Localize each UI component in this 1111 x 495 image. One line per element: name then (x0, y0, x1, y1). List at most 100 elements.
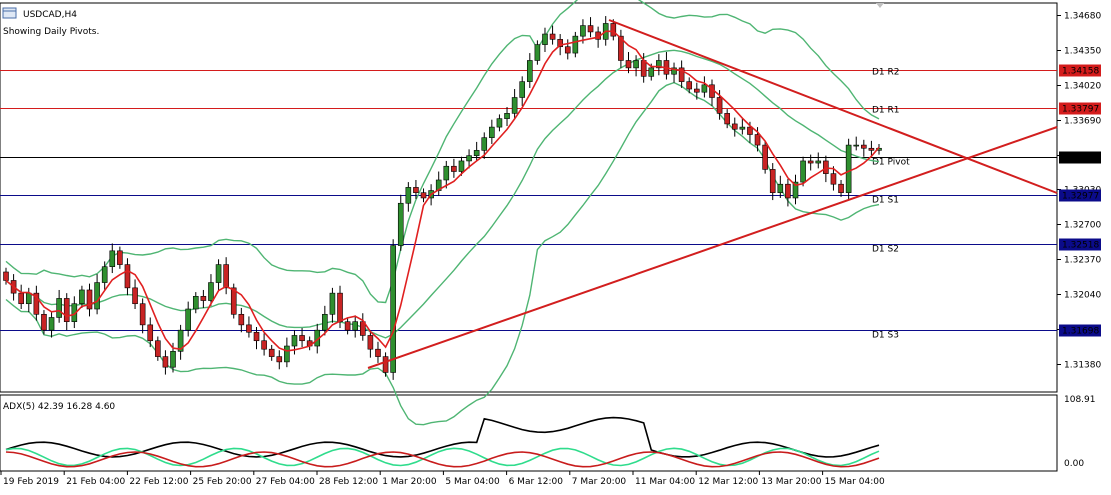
candle-body (580, 25, 586, 37)
price-tags-layer: 1.34158 1.33797 1.33338 1.32977 1.32518 1.316… (1059, 64, 1101, 337)
candle-body (739, 126, 746, 130)
candle-body (557, 39, 563, 48)
time-tick-label: 25 Feb 20:00 (193, 477, 252, 487)
candle-body (117, 250, 123, 265)
candle-body (496, 118, 503, 128)
candle-body (610, 23, 617, 37)
time-tick-label: 5 Mar 04:00 (445, 477, 500, 487)
candle-body (162, 356, 169, 368)
price-tag-text: 1.34158 (1062, 67, 1099, 77)
candle-body (807, 160, 814, 164)
candle-body (823, 160, 829, 174)
candle-body (139, 303, 146, 326)
candle-body (18, 292, 24, 305)
candle-body (124, 264, 131, 289)
candle-body (291, 335, 298, 347)
candle-body (177, 329, 184, 352)
candle-body (716, 97, 723, 114)
price-tag-text: 1.31698 (1062, 327, 1099, 337)
price-tag-text: 1.33797 (1062, 105, 1099, 115)
candle-body (41, 313, 47, 331)
time-tick-label: 13 Mar 20:00 (761, 477, 821, 487)
candles-layer (3, 16, 882, 380)
candle-body (268, 348, 275, 357)
candle-body (101, 266, 108, 283)
candle-body (572, 35, 579, 54)
bollinger-band-line (5, 49, 880, 339)
candle-body (284, 345, 290, 363)
trendlines-layer[interactable] (367, 19, 1058, 369)
moving-average-line (5, 30, 880, 352)
candle-body (481, 137, 488, 151)
candle-body (549, 33, 556, 40)
candle-body (511, 97, 518, 114)
candle-body (830, 173, 837, 185)
price-tick-label: 1.32370 (1064, 256, 1101, 266)
price-tick-label: 1.32700 (1064, 221, 1101, 231)
pivot-label: D1 Pivot (872, 158, 910, 168)
chart-shift-icon[interactable] (876, 3, 884, 8)
price-tag (1059, 324, 1101, 337)
candle-body (519, 81, 526, 98)
pivot-label: D1 S3 (872, 331, 899, 341)
candle-body (420, 192, 427, 199)
candle-body (109, 250, 116, 268)
price-tag (1059, 64, 1101, 77)
candle-body (747, 126, 753, 135)
time-tick-label: 19 Feb 2019 (3, 477, 59, 487)
candle-body (79, 289, 85, 305)
candle-body (587, 25, 594, 33)
candle-body (466, 155, 472, 162)
candle-body (762, 144, 768, 170)
time-tick-label: 11 Mar 04:00 (635, 477, 695, 487)
candle-body (815, 160, 822, 164)
adx-tick-label: 108.91 (1064, 395, 1096, 405)
candle-body (155, 340, 161, 357)
candle-body (352, 321, 359, 331)
adx-label: ADX(5) 42.39 16.28 4.60 (3, 402, 115, 412)
candle-body (337, 292, 343, 322)
candle-body (526, 60, 533, 82)
time-tick-label: 6 Mar 12:00 (509, 477, 564, 487)
resistance-trendline (608, 19, 1058, 194)
price-tag (1059, 238, 1101, 251)
pivot-label: D1 S1 (872, 196, 899, 206)
candle-body (458, 160, 465, 172)
time-tick-label: 22 Feb 12:00 (129, 477, 188, 487)
candle-body (868, 147, 875, 151)
candle-body (443, 165, 450, 181)
adx-indicator-layer: 108.91 0.00 (5, 395, 1096, 469)
price-tag-text: 1.33338 (1062, 154, 1099, 164)
price-tick-label: 1.33690 (1064, 117, 1101, 127)
candle-body (838, 183, 844, 193)
candle-body (701, 84, 708, 93)
candle-body (192, 296, 199, 310)
candle-body (322, 313, 328, 331)
time-axis: 19 Feb 2019 21 Feb 04:00 22 Feb 12:00 25 Fe… (0, 471, 885, 487)
symbol-title: USDCAD,H4 (23, 10, 77, 20)
candle-body (731, 123, 738, 130)
plus-di-line (5, 447, 880, 467)
candle-body (329, 292, 336, 315)
time-tick-label: 7 Mar 20:00 (572, 477, 627, 487)
candle-body (451, 165, 457, 172)
candle-body (367, 335, 374, 350)
price-tag (1059, 151, 1101, 164)
chart-window-icon (2, 7, 17, 19)
moving-average-layer (5, 30, 880, 352)
candle-body (800, 160, 806, 183)
bollinger-bands-layer (5, 0, 880, 426)
candle-body (686, 81, 693, 90)
time-tick-label: 28 Feb 12:00 (319, 477, 378, 487)
time-tick-label: 12 Mar 12:00 (698, 477, 758, 487)
candle-body (147, 324, 154, 342)
candle-body (200, 296, 207, 301)
candle-body (413, 187, 419, 193)
candle-body (397, 202, 404, 246)
adx-tick-label: 0.00 (1064, 459, 1084, 469)
price-tick-label: 1.34680 (1064, 12, 1101, 22)
price-panel-frame (0, 2, 1058, 393)
candle-body (344, 321, 351, 331)
candle-body (132, 287, 138, 305)
